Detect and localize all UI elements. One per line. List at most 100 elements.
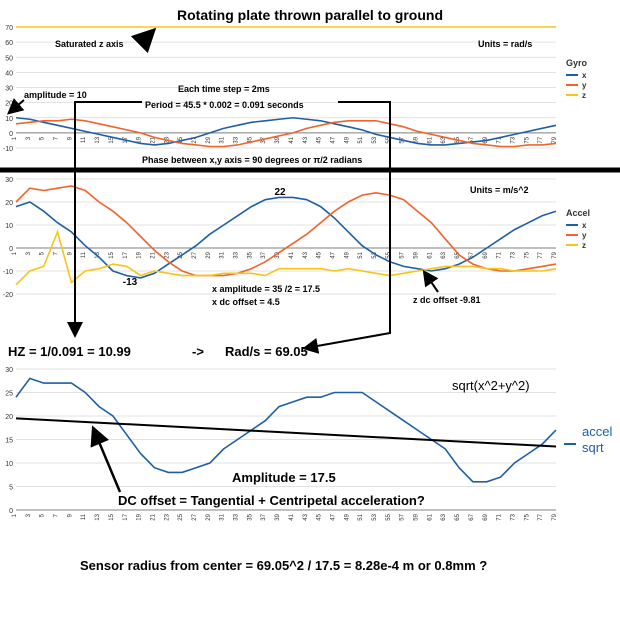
x-tick-label: 63 <box>441 136 447 143</box>
x-tick-label: 61 <box>427 513 433 520</box>
x-tick-label: 13 <box>95 513 101 520</box>
x-tick-label: 3 <box>26 513 32 517</box>
y-tick-label: 60 <box>5 40 13 47</box>
legend-entry: x <box>582 221 587 230</box>
x-tick-label: 23 <box>164 513 170 520</box>
x-tick-label: 71 <box>497 513 503 520</box>
radius-label: Sensor radius from center = 69.05^2 / 17… <box>80 558 487 573</box>
y-tick-label: 20 <box>5 200 13 207</box>
x-tick-label: 51 <box>358 513 364 520</box>
saturated-z-label: Saturated z axis <box>55 39 124 49</box>
x-tick-label: 39 <box>275 136 281 143</box>
x-tick-label: 31 <box>220 251 226 258</box>
sqrt-dc-label: DC offset = Tangential + Centripetal acc… <box>118 493 425 508</box>
x-tick-label: 45 <box>317 513 323 520</box>
z-offset-arrow <box>422 269 439 293</box>
legend-entry: z <box>582 241 586 250</box>
x-tick-label: 1 <box>12 513 18 517</box>
y-tick-label: 10 <box>5 116 13 123</box>
y-tick-label: 30 <box>5 367 13 374</box>
x-tick-label: 65 <box>455 251 461 258</box>
z-dc-offset-label: z dc offset -9.81 <box>413 295 481 305</box>
y-tick-label: 10 <box>5 223 13 230</box>
x-tick-label: 63 <box>441 251 447 258</box>
x-tick-label: 49 <box>344 251 350 258</box>
x-tick-label: 11 <box>81 136 87 143</box>
x-tick-label: 35 <box>247 251 253 258</box>
x-tick-label: 19 <box>137 513 143 520</box>
x-tick-label: 73 <box>510 251 516 258</box>
x-tick-label: 47 <box>330 136 336 143</box>
x-tick-label: 41 <box>289 136 295 143</box>
x-tick-label: 47 <box>330 513 336 520</box>
x-tick-label: 43 <box>303 251 309 258</box>
x-tick-label: 61 <box>427 251 433 258</box>
x-tick-label: 31 <box>220 136 226 143</box>
y-tick-label: 15 <box>5 438 13 445</box>
x-tick-label: 67 <box>469 513 475 520</box>
x-tick-label: 15 <box>109 136 115 143</box>
series-line-z <box>15 229 557 286</box>
x-tick-label: 57 <box>400 251 406 258</box>
x-tick-label: 21 <box>150 513 156 520</box>
x-tick-label: 77 <box>538 513 544 520</box>
x-tick-label: 45 <box>317 251 323 258</box>
x-tick-label: 33 <box>234 136 240 143</box>
x-tick-label: 7 <box>54 513 60 517</box>
accel-units: Units = m/s^2 <box>470 185 529 195</box>
x-tick-label: 73 <box>510 136 516 143</box>
legend-entry: y <box>582 81 587 90</box>
x-tick-label: 33 <box>234 251 240 258</box>
x-tick-label: 11 <box>81 513 87 520</box>
x-tick-label: 67 <box>469 136 475 143</box>
x-tick-label: 45 <box>317 136 323 143</box>
y-tick-label: 30 <box>5 86 13 93</box>
x-tick-label: 1 <box>12 251 18 255</box>
legend-entry: y <box>582 231 587 240</box>
x-tick-label: 71 <box>497 251 503 258</box>
y-tick-label: -20 <box>3 292 13 299</box>
legend-entry: x <box>582 71 587 80</box>
y-tick-label: 0 <box>9 131 13 138</box>
y-tick-label: 70 <box>5 25 13 32</box>
gyro-amplitude-label: amplitude = 10 <box>24 90 87 100</box>
x-tick-label: 27 <box>192 513 198 520</box>
x-tick-label: 49 <box>344 513 350 520</box>
legend-title: Gyro <box>566 58 588 68</box>
y-tick-label: 0 <box>9 246 13 253</box>
x-tick-label: 7 <box>54 251 60 255</box>
x-tick-label: 25 <box>178 513 184 520</box>
x-tick-label: 75 <box>524 136 530 143</box>
accel-peak-label: 22 <box>274 187 286 198</box>
x-tick-label: 15 <box>109 251 115 258</box>
x-tick-label: 7 <box>54 136 60 140</box>
x-tick-label: 37 <box>261 513 267 520</box>
period-bracket-right <box>302 101 391 354</box>
x-tick-label: 57 <box>400 513 406 520</box>
x-tick-label: 5 <box>40 513 46 517</box>
x-tick-label: 35 <box>247 136 253 143</box>
y-tick-label: 10 <box>5 461 13 468</box>
x-tick-label: 43 <box>303 136 309 143</box>
x-tick-label: 75 <box>524 513 530 520</box>
x-tick-label: 55 <box>386 136 392 143</box>
x-tick-label: 37 <box>261 251 267 258</box>
x-tick-label: 69 <box>483 251 489 258</box>
accel-dc-offset-label: x dc offset = 4.5 <box>212 297 280 307</box>
y-tick-label: 25 <box>5 391 13 398</box>
accel-trough-label: -13 <box>123 277 138 288</box>
x-tick-label: 67 <box>469 251 475 258</box>
amplitude-arrow <box>6 98 25 115</box>
x-tick-label: 79 <box>552 136 558 143</box>
x-tick-label: 29 <box>206 251 212 258</box>
y-tick-label: 30 <box>5 177 13 184</box>
series-line-accel-sqrt <box>15 377 557 483</box>
x-tick-label: 51 <box>358 136 364 143</box>
x-tick-label: 41 <box>289 513 295 520</box>
x-tick-label: 53 <box>372 136 378 143</box>
sqrt-amplitude-label: Amplitude = 17.5 <box>232 470 336 485</box>
x-tick-label: 63 <box>441 513 447 520</box>
legend-entry: z <box>582 91 586 100</box>
series-line-y <box>15 118 557 148</box>
